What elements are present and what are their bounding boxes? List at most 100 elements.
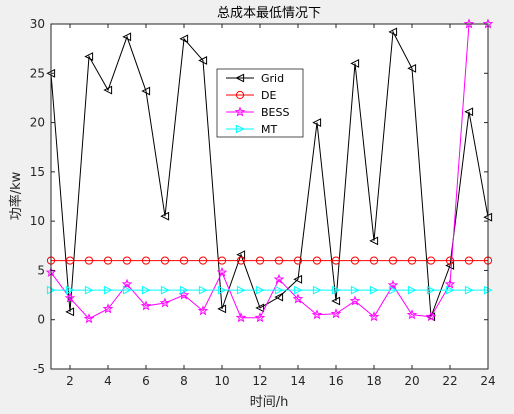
data-point-bess [368, 311, 380, 322]
data-point-mt [331, 285, 341, 295]
data-point-de [160, 256, 170, 265]
data-point-de [65, 256, 75, 265]
legend-label-bess: BESS [261, 106, 289, 119]
data-point-de [236, 256, 246, 265]
y-tick-label: 0 [37, 313, 45, 327]
data-point-de [198, 256, 208, 265]
data-point-bess [140, 300, 152, 311]
data-point-bess [273, 273, 285, 284]
y-tick-label: 5 [37, 263, 45, 277]
plot-frame [50, 23, 489, 370]
x-axis-label: 时间/h [250, 395, 289, 410]
data-point-de [407, 256, 417, 265]
data-point-grid [198, 56, 208, 65]
data-point-mt [122, 285, 132, 295]
series-mt [46, 285, 493, 295]
data-point-mt [236, 285, 246, 295]
x-tick-label: 24 [480, 374, 495, 388]
data-point-bess [83, 313, 95, 324]
data-point-mt [426, 285, 436, 295]
data-point-de [179, 256, 189, 265]
data-point-grid [179, 34, 189, 44]
data-point-de [141, 256, 151, 265]
y-tick-label: 15 [30, 165, 45, 179]
data-point-de [464, 256, 474, 265]
y-tick-label: 10 [30, 214, 45, 228]
data-point-grid [122, 32, 132, 42]
data-point-bess [387, 279, 399, 290]
data-point-de [274, 256, 284, 265]
x-tick-label: 14 [290, 374, 305, 388]
data-point-grid [103, 85, 113, 95]
series-layer [45, 18, 494, 324]
data-point-mt [350, 285, 360, 295]
x-tick-label: 4 [104, 374, 112, 388]
data-point-grid [331, 296, 341, 306]
x-tick-label: 18 [366, 374, 381, 388]
data-point-de [369, 256, 379, 265]
data-point-de [312, 256, 322, 265]
data-point-bess [121, 278, 133, 289]
data-point-grid [236, 250, 246, 260]
legend-marker-de [235, 90, 245, 100]
chart-title: 总成本最低情况下 [217, 6, 321, 21]
data-point-bess [254, 312, 266, 323]
data-point-bess [102, 303, 114, 314]
data-point-de [217, 256, 227, 265]
data-point-mt [103, 285, 113, 295]
data-point-mt [160, 285, 170, 295]
y-tick-label: 30 [30, 17, 45, 31]
data-point-mt [65, 285, 75, 295]
data-point-bess [292, 293, 304, 304]
series-de [46, 256, 493, 265]
data-point-mt [388, 285, 398, 295]
data-point-de [293, 256, 303, 265]
data-point-grid [388, 27, 398, 37]
data-point-mt [369, 285, 379, 295]
legend-marker-mt [235, 124, 245, 134]
x-tick-label: 12 [252, 374, 267, 388]
data-point-mt [464, 285, 474, 295]
data-point-mt [445, 285, 455, 295]
data-point-bess [159, 297, 171, 308]
data-point-de [84, 256, 94, 265]
data-point-de [103, 256, 113, 265]
data-point-mt [293, 285, 303, 295]
data-point-mt [312, 285, 322, 295]
data-point-bess [64, 292, 76, 303]
data-point-bess [425, 311, 437, 322]
data-point-grid [407, 63, 417, 73]
data-point-de [331, 256, 341, 265]
data-point-grid [369, 236, 379, 246]
data-point-de [350, 256, 360, 265]
data-point-mt [217, 285, 227, 295]
data-point-grid [293, 274, 303, 284]
data-point-bess [406, 309, 418, 320]
data-point-mt [179, 285, 189, 295]
legend-marker-grid [235, 73, 245, 83]
series-grid [46, 27, 493, 322]
data-point-de [445, 256, 455, 265]
data-point-bess [463, 18, 475, 29]
data-point-de [122, 256, 132, 265]
legend: Grid DE BESS MT [216, 68, 304, 138]
data-point-grid [350, 59, 360, 68]
data-point-grid [84, 52, 94, 61]
data-point-mt [407, 285, 417, 295]
data-point-bess [444, 278, 456, 289]
data-point-grid [274, 292, 284, 302]
data-point-bess [330, 308, 342, 319]
x-tick-label: 16 [328, 374, 343, 388]
data-point-grid [141, 86, 151, 96]
legend-label-mt: MT [261, 123, 277, 136]
data-point-bess [216, 266, 228, 277]
data-point-mt [255, 285, 265, 295]
data-point-bess [235, 312, 247, 323]
x-tick-label: 2 [66, 374, 74, 388]
data-point-bess [349, 295, 361, 306]
x-tick-label: 6 [142, 374, 150, 388]
y-tick-label: 25 [30, 66, 45, 80]
y-axis-label: 功率/kw [8, 171, 24, 220]
